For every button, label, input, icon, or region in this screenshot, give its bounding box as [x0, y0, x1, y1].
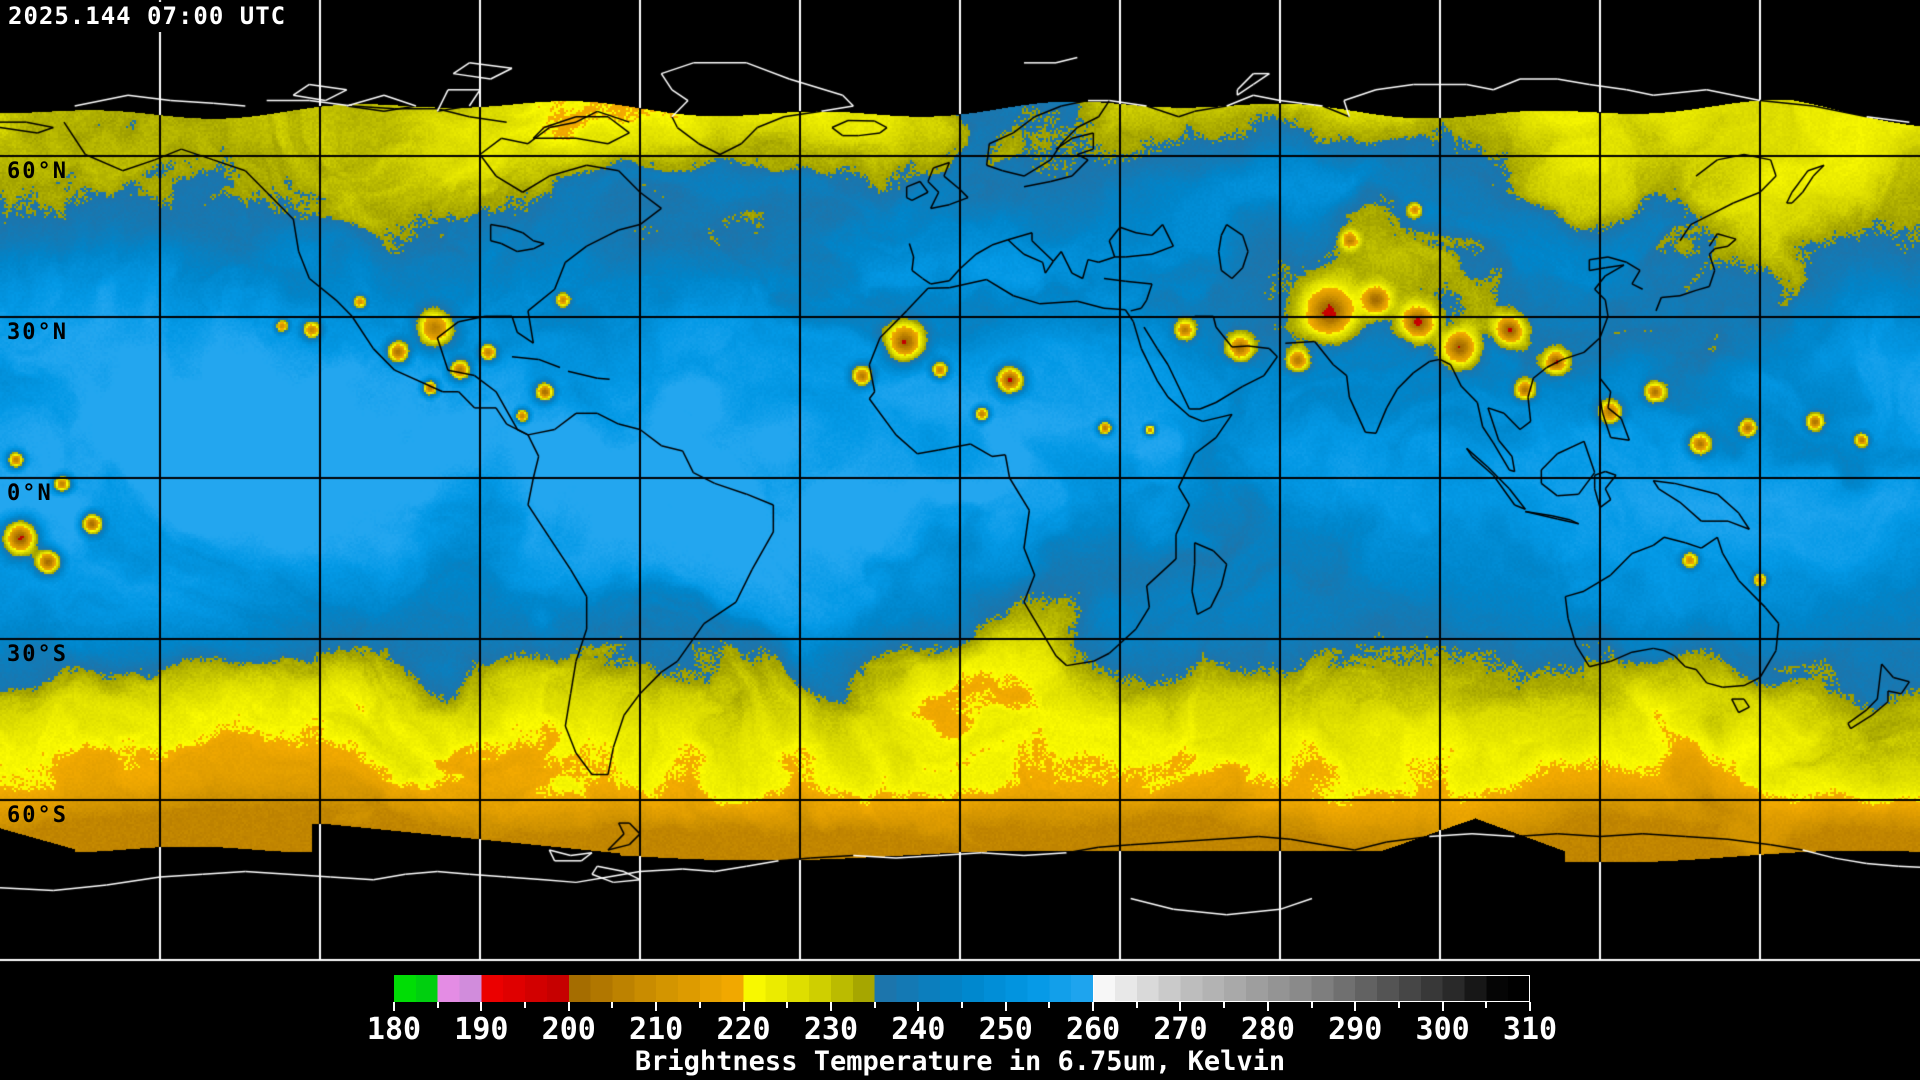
colorbar-tick: [1179, 1002, 1182, 1011]
colorbar: [394, 975, 1530, 1002]
timestamp-label: 2025.144 07:00 UTC: [6, 2, 293, 32]
colorbar-tick: [829, 1002, 832, 1011]
colorbar-tick-label: 300: [1415, 1012, 1470, 1047]
colorbar-tick: [393, 1002, 395, 1011]
colorbar-tick-label: 250: [978, 1012, 1033, 1047]
colorbar-tick-label: 270: [1153, 1012, 1208, 1047]
colorbar-tick: [961, 1002, 963, 1008]
colorbar-tick: [524, 1002, 527, 1008]
colorbar-tick-label: 260: [1065, 1012, 1121, 1047]
colorbar-tick-label: 280: [1240, 1012, 1295, 1047]
colorbar-tick: [1529, 1002, 1531, 1011]
colorbar-tick: [1354, 1002, 1357, 1011]
colorbar-tick: [1092, 1002, 1095, 1011]
colorbar-tick: [1485, 1002, 1488, 1008]
colorbar-tick: [436, 1002, 439, 1008]
colorbar-tick: [1397, 1002, 1400, 1008]
colorbar-tick: [655, 1002, 658, 1011]
colorbar-tick: [480, 1002, 483, 1011]
latitude-label: 60°N: [7, 159, 68, 184]
colorbar-tick: [1223, 1002, 1226, 1008]
colorbar-tick-label: 240: [891, 1012, 946, 1047]
colorbar-tick: [742, 1002, 745, 1011]
colorbar-tick: [1048, 1002, 1051, 1008]
colorbar-gradient: [394, 975, 1530, 1002]
colorbar-tick-label: 230: [803, 1012, 859, 1047]
latitude-label: 0°N: [7, 481, 53, 506]
colorbar-tick: [873, 1002, 876, 1008]
colorbar-tick: [917, 1002, 920, 1011]
colorbar-tick: [611, 1002, 614, 1008]
colorbar-tick-label: 210: [629, 1012, 684, 1047]
colorbar-tick: [1266, 1002, 1269, 1011]
colorbar-tick: [1441, 1002, 1444, 1011]
colorbar-tick-label: 200: [541, 1012, 596, 1047]
colorbar-dark-end-border: [1093, 975, 1530, 1002]
colorbar-tick: [1310, 1002, 1313, 1008]
latitude-label: 30°S: [7, 642, 68, 667]
colorbar-tick-label: 310: [1502, 1012, 1558, 1047]
colorbar-tick-label: 180: [366, 1012, 422, 1047]
colorbar-tick: [698, 1002, 701, 1008]
colorbar-tick: [567, 1002, 570, 1011]
colorbar-caption: Brightness Temperature in 6.75um, Kelvin: [634, 1046, 1286, 1077]
colorbar-tick: [1135, 1002, 1138, 1008]
colorbar-tick: [1004, 1002, 1007, 1011]
colorbar-tick-label: 190: [454, 1012, 509, 1047]
latitude-label: 30°N: [7, 320, 68, 345]
latitude-label: 60°S: [7, 803, 68, 828]
colorbar-tick: [786, 1002, 789, 1008]
colorbar-tick-label: 220: [716, 1012, 771, 1047]
colorbar-tick-label: 290: [1328, 1012, 1383, 1047]
